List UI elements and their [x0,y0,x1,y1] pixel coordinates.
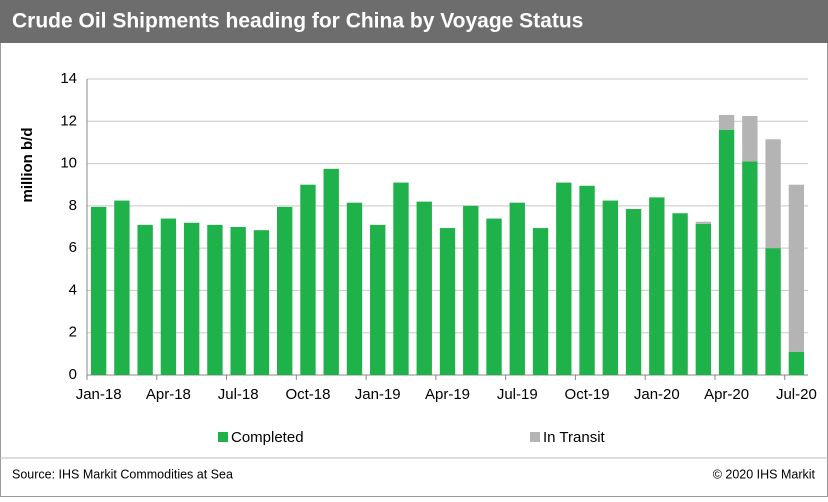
x-tick-label: Oct-19 [565,386,610,403]
bar-segment [532,228,549,375]
y-tick-label: 14 [60,70,77,87]
bar-segment [370,224,386,375]
bar-segment [183,222,200,375]
bar-segment [230,227,246,375]
bar-segment [672,213,688,375]
bar-segment [416,201,432,375]
bar-segment [463,205,479,375]
legend-swatch [530,432,540,442]
x-tick-label: Jul-19 [497,386,538,403]
y-tick-label: 12 [60,112,77,129]
bar-segment [765,248,781,375]
bar-segment [788,351,805,375]
bar-segment [160,218,177,375]
bar-segment [718,129,735,375]
bar-segment [114,200,130,375]
y-tick-label: 8 [69,197,77,214]
bar-segment [742,161,758,375]
y-tick-label: 10 [60,155,77,172]
x-tick-label: Apr-20 [704,386,749,403]
x-tick-label: Apr-19 [425,386,470,403]
bar-segment [788,184,805,352]
title-band [0,0,828,43]
bar-segment [300,184,316,375]
bar-segment [695,221,712,224]
y-tick-label: 2 [69,324,77,341]
bar-segment [765,139,781,249]
x-tick-label: Jul-20 [776,386,817,403]
bar-segment [556,182,572,375]
bar-segment [579,185,595,375]
y-tick-label: 4 [69,281,77,298]
legend-swatch [218,432,228,442]
bar-segment [486,218,502,375]
x-tick-label: Oct-18 [285,386,330,403]
bar-segment [439,228,456,375]
bar-segment [695,223,712,375]
bar-segment [649,197,665,375]
bar-segment [277,206,293,375]
bar-segment [509,202,525,375]
bar-segment [253,230,270,375]
x-tick-label: Jan-20 [634,386,680,403]
bar-segment [207,224,223,375]
x-tick-label: Jan-18 [76,386,122,403]
y-axis-label: million b/d [19,128,36,203]
legend-label: In Transit [543,429,606,446]
y-tick-label: 0 [69,366,77,383]
bar-segment [718,114,735,130]
bar-segment [393,182,409,375]
bar-segment [742,116,758,162]
x-tick-label: Jan-19 [355,386,401,403]
bar-segment [323,168,339,375]
legend-label: Completed [231,429,304,446]
x-tick-label: Apr-18 [146,386,191,403]
bar-segment [137,224,153,375]
copyright: © 2020 IHS Markit [713,467,816,481]
y-tick-label: 6 [69,239,77,256]
x-tick-label: Jul-18 [218,386,259,403]
bar-segment [346,202,363,375]
source: Source: IHS Markit Commodities at Sea [12,467,233,481]
chart-title: Crude Oil Shipments heading for China by… [12,10,583,33]
bar-segment [602,200,618,375]
bar-segment [625,209,642,375]
bar-segment [90,206,107,375]
